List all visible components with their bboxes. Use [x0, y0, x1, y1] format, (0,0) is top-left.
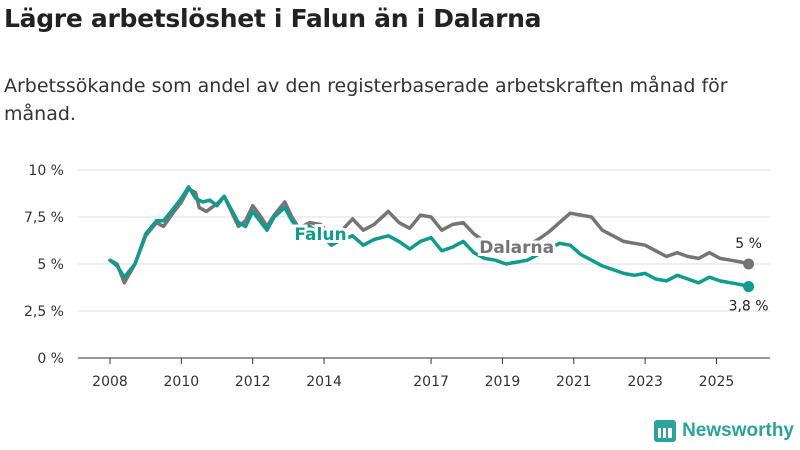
x-tick-label: 2010: [164, 374, 200, 390]
x-tick-label: 2012: [235, 374, 271, 390]
y-tick-label: 10 %: [28, 163, 64, 179]
x-tick-label: 2014: [306, 374, 342, 390]
newsworthy-logo-icon: [654, 420, 677, 442]
y-tick-label: 0 %: [37, 351, 64, 367]
series-line-falun: [108, 185, 751, 289]
x-tick-label: 2025: [699, 374, 735, 390]
chart-title: Lägre arbetslöshet i Falun än i Dalarna: [4, 4, 542, 33]
x-tick-label: 2023: [627, 374, 663, 390]
series-label-falun: Falun: [294, 225, 346, 245]
brand-logo: Newsworthy: [654, 420, 794, 442]
y-tick-label: 2,5 %: [24, 304, 64, 320]
x-tick-label: 2017: [413, 374, 449, 390]
brand-name: Newsworthy: [682, 420, 794, 441]
chart-subtitle: Arbetssökande som andel av den registerb…: [4, 75, 728, 125]
y-tick-label: 7,5 %: [24, 210, 64, 226]
y-tick-label: 5 %: [37, 257, 64, 273]
end-value-label-falun: 3,8 %: [729, 299, 769, 315]
end-point-falun: [743, 281, 755, 293]
series-label-dalarna: Dalarna: [479, 238, 554, 258]
end-value-label-dalarna: 5 %: [735, 236, 762, 252]
x-tick-label: 2008: [92, 374, 128, 390]
end-point-dalarna: [743, 258, 755, 270]
x-tick-label: 2021: [556, 374, 592, 390]
series-line-dalarna: [108, 187, 751, 285]
x-tick-label: 2019: [485, 374, 521, 390]
